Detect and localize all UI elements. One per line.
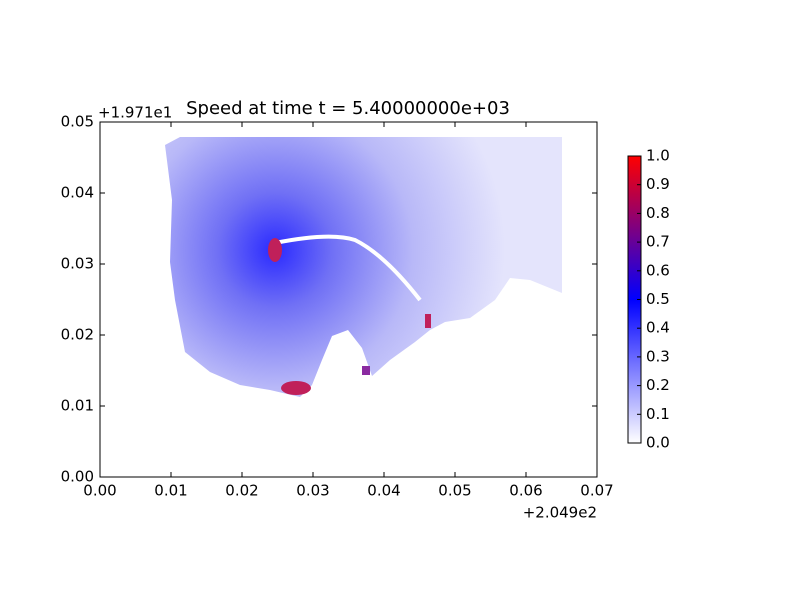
colorbar-tick-label: 0.0 (646, 434, 670, 452)
y-tick-label: 0.02 (61, 326, 94, 344)
colorbar-tick-label: 0.4 (646, 319, 670, 337)
chart-title: Speed at time t = 5.40000000e+03 (186, 98, 510, 119)
y-tick-label: 0.04 (61, 184, 94, 202)
colorbar-tick-label: 1.0 (646, 147, 670, 165)
colorbar-tick-label: 0.6 (646, 261, 670, 279)
y-tick-label: 0.05 (61, 113, 94, 131)
x-tick-label: 0.06 (509, 482, 542, 500)
x-tick-label: 0.04 (367, 482, 400, 500)
colorbar-tick-label: 0.5 (646, 290, 670, 308)
x-tick-label: 0.07 (580, 482, 613, 500)
colorbar-tick-label: 0.9 (646, 175, 670, 193)
colorbar-tick-label: 0.2 (646, 376, 670, 394)
colorbar-tick-label: 0.1 (646, 405, 670, 423)
x-tick-label: 0.03 (296, 482, 329, 500)
y-tick-label: 0.01 (61, 397, 94, 415)
x-tick-label: 0.00 (83, 482, 116, 500)
x-offset-label: +2.049e2 (523, 504, 597, 522)
y-tick-label: 0.03 (61, 255, 94, 273)
colorbar-tick-label: 0.3 (646, 347, 670, 365)
plot-frame (99, 121, 598, 478)
speed-field (165, 137, 562, 397)
x-tick-label: 0.05 (438, 482, 471, 500)
y-tick-label: 0.00 (61, 468, 94, 486)
x-tick-label: 0.01 (154, 482, 187, 500)
x-tick-label: 0.02 (225, 482, 258, 500)
colorbar-tick-label: 0.8 (646, 204, 670, 222)
y-offset-label: +1.971e1 (98, 104, 172, 122)
colorbar-tick-label: 0.7 (646, 233, 670, 251)
